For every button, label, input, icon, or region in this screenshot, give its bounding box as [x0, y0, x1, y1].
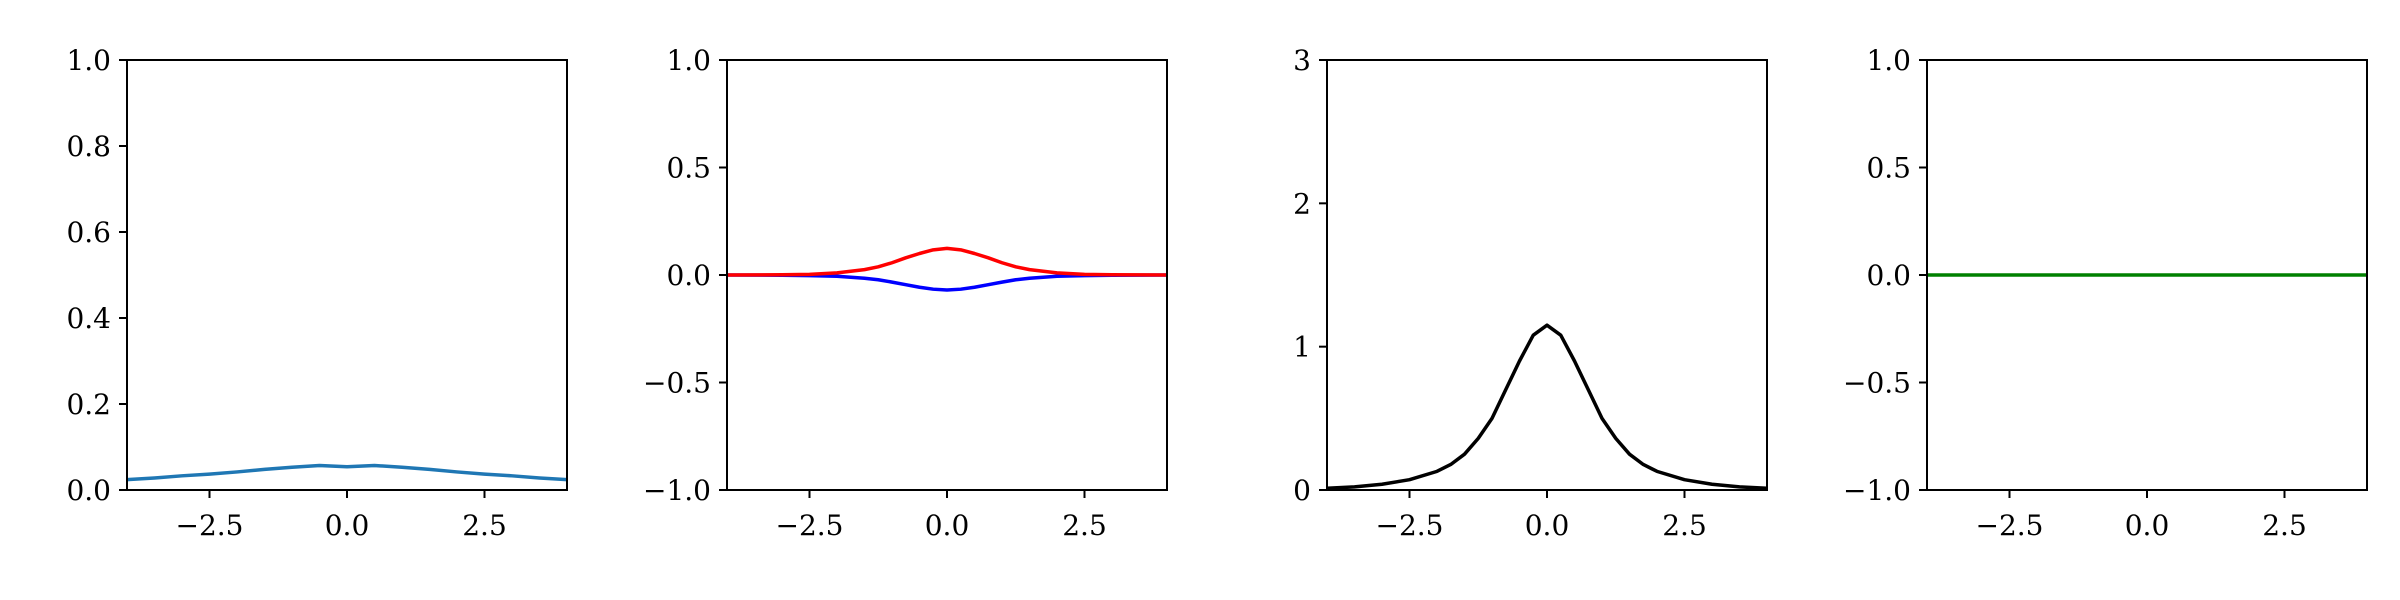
y-tick-label: 0.4	[66, 302, 111, 335]
series-line-2-2	[727, 246, 1167, 277]
y-tick-label: 0	[1293, 474, 1311, 507]
x-tick-label: 2.5	[1662, 509, 1707, 542]
y-tick-label: −0.5	[643, 367, 711, 400]
y-tick-label: 1.0	[666, 44, 711, 77]
series-line-1-1	[127, 463, 567, 482]
x-tick-label: 0.0	[325, 509, 370, 542]
x-tick-label: −2.5	[1976, 509, 2044, 542]
y-tick-label: 0.2	[66, 388, 111, 421]
x-tick-label: 0.0	[1525, 509, 1570, 542]
y-tick-label: −1.0	[1843, 474, 1911, 507]
y-tick-label: 1.0	[66, 44, 111, 77]
chart-panel-1: −2.5 0.0 2.5 0.0 0.2 0.4 0.6 0.8 1.0	[66, 44, 568, 542]
y-tick-label: 3	[1293, 44, 1311, 77]
x-tick-label: 2.5	[1062, 509, 1107, 542]
x-tick-label: −2.5	[176, 509, 244, 542]
x-tick-label: 0.0	[925, 509, 970, 542]
x-tick-label: −2.5	[776, 509, 844, 542]
chart-panel-2: −2.5 0.0 2.5 −1.0 −0.5 0.0 0.5 1.0	[643, 44, 1168, 542]
y-tick-label: 0.6	[66, 216, 111, 249]
y-tick-label: 0.5	[666, 152, 711, 185]
chart-panel-4: −2.5 0.0 2.5 −1.0 −0.5 0.0 0.5 1.0	[1843, 44, 2368, 542]
y-tick-label: 0.5	[1866, 152, 1911, 185]
y-tick-label: 0.8	[66, 130, 111, 163]
y-tick-label: 2	[1293, 187, 1311, 220]
y-tick-label: 0.0	[66, 474, 111, 507]
y-tick-label: 0.0	[666, 259, 711, 292]
x-tick-label: 2.5	[462, 509, 507, 542]
x-tick-label: −2.5	[1376, 509, 1444, 542]
y-tick-label: 1.0	[1866, 44, 1911, 77]
series-line-2-1	[727, 273, 1167, 292]
series-line-3-1	[1327, 323, 1767, 490]
x-tick-label: 2.5	[2262, 509, 2307, 542]
y-tick-label: −1.0	[643, 474, 711, 507]
chart-panel-3: −2.5 0.0 2.5 0 1 2 3	[1293, 44, 1768, 542]
y-tick-label: 1	[1293, 331, 1311, 364]
x-tick-label: 0.0	[2125, 509, 2170, 542]
y-tick-label: −0.5	[1843, 367, 1911, 400]
y-tick-label: 0.0	[1866, 259, 1911, 292]
